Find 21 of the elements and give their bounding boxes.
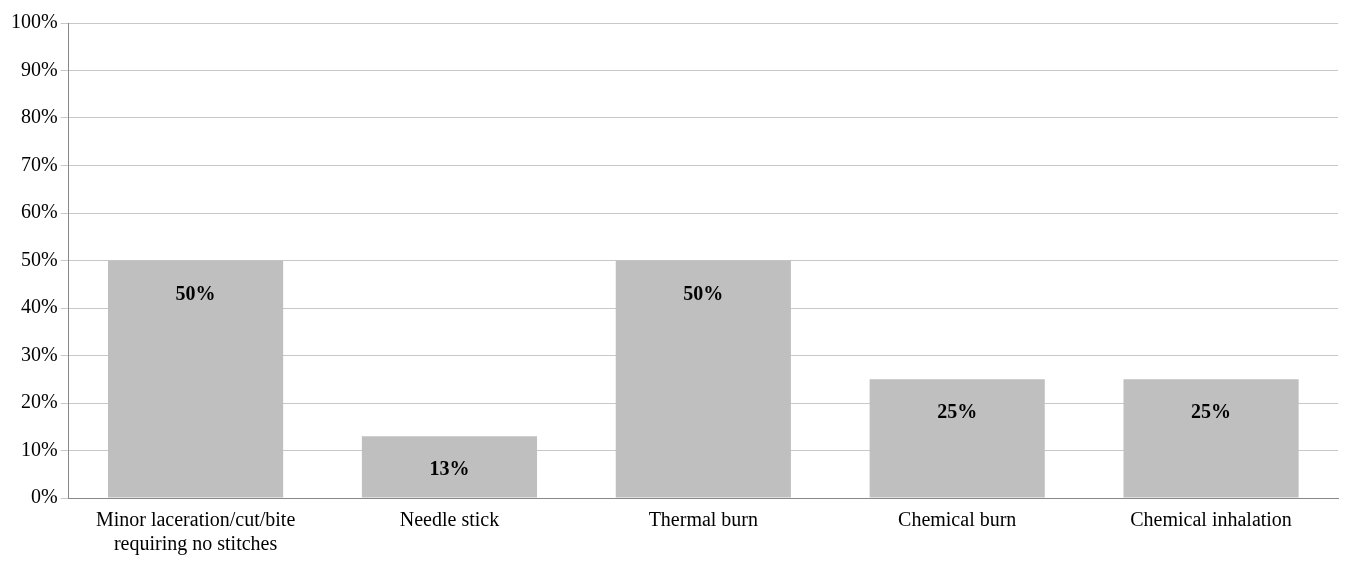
y-tick-label: 80% [20,105,58,128]
x-tick-label: Chemical burn [898,508,1017,531]
x-tick-label: Thermal burn [648,508,759,531]
y-tick-label: 50% [20,247,58,270]
x-tick-label: Minor laceration/cut/bite requiring no stitches [95,508,296,556]
x-tick-label: Chemical inhalation [1130,508,1292,531]
y-tick-label: 10% [20,437,58,460]
y-tick-label: 0% [30,485,58,508]
x-tick-label: Needle stick [399,508,500,531]
y-tick-label: 60% [20,200,58,223]
data-label: 25% [1191,400,1232,423]
y-tick-label: 70% [20,152,58,175]
y-tick-label: 90% [20,57,58,80]
data-label: 50% [175,281,216,304]
y-tick-label: 20% [20,390,58,413]
y-tick-label: 40% [20,295,58,318]
data-label: 13% [429,457,470,480]
y-tick-label: 100% [10,10,58,33]
data-label: 50% [683,281,724,304]
y-tick-label: 30% [20,342,58,365]
data-label: 25% [937,400,978,423]
